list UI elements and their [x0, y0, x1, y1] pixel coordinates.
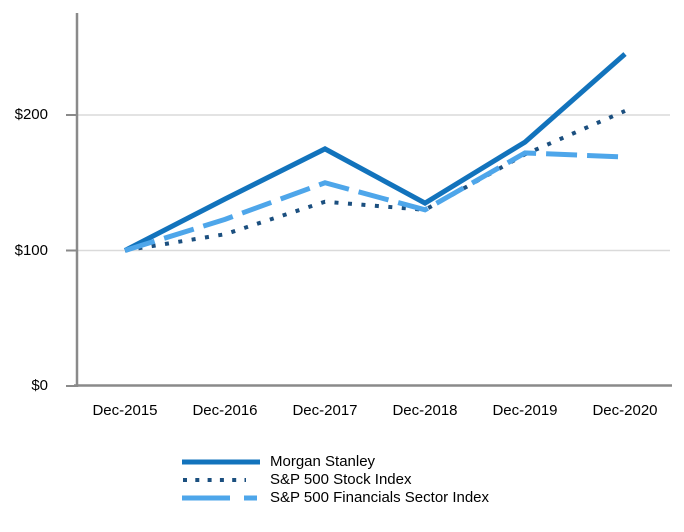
y-tick-label-200: $200	[14, 106, 48, 123]
legend-label-morgan-stanley: Morgan Stanley	[270, 453, 376, 470]
solid-line-swatch-icon	[182, 459, 260, 465]
x-tick-label-dec-2017: Dec-2017	[292, 402, 358, 419]
x-tick-label-dec-2020: Dec-2020	[592, 402, 658, 419]
series-line-dashed	[124, 150, 626, 253]
y-axis-ticks	[66, 114, 78, 387]
legend-label-sp500-financials-index: S&P 500 Financials Sector Index	[270, 489, 490, 506]
y-tick-label-0: $0	[31, 377, 48, 394]
chart-legend: Morgan Stanley S&P 500 Stock Index S&P 5…	[182, 453, 489, 507]
series-lines	[123, 52, 627, 253]
x-tick-label-dec-2019: Dec-2019	[492, 402, 558, 419]
x-tick-label-dec-2018: Dec-2018	[392, 402, 458, 419]
dashed-line-swatch-icon	[182, 495, 262, 501]
y-tick-label-100: $100	[14, 242, 48, 259]
x-tick-label-dec-2015: Dec-2015	[92, 402, 158, 419]
axes	[66, 13, 672, 387]
series-line-dotted	[124, 109, 626, 253]
series-line-solid	[123, 52, 627, 253]
legend-item-morgan-stanley: Morgan Stanley	[182, 453, 489, 471]
legend-label-sp500-stock-index: S&P 500 Stock Index	[270, 471, 412, 488]
gridlines	[77, 114, 670, 252]
x-tick-label-dec-2016: Dec-2016	[192, 402, 258, 419]
dotted-line-swatch-icon	[183, 478, 246, 482]
legend-item-sp500-stock-index: S&P 500 Stock Index	[182, 471, 489, 489]
legend-item-sp500-financials-index: S&P 500 Financials Sector Index	[182, 489, 489, 507]
